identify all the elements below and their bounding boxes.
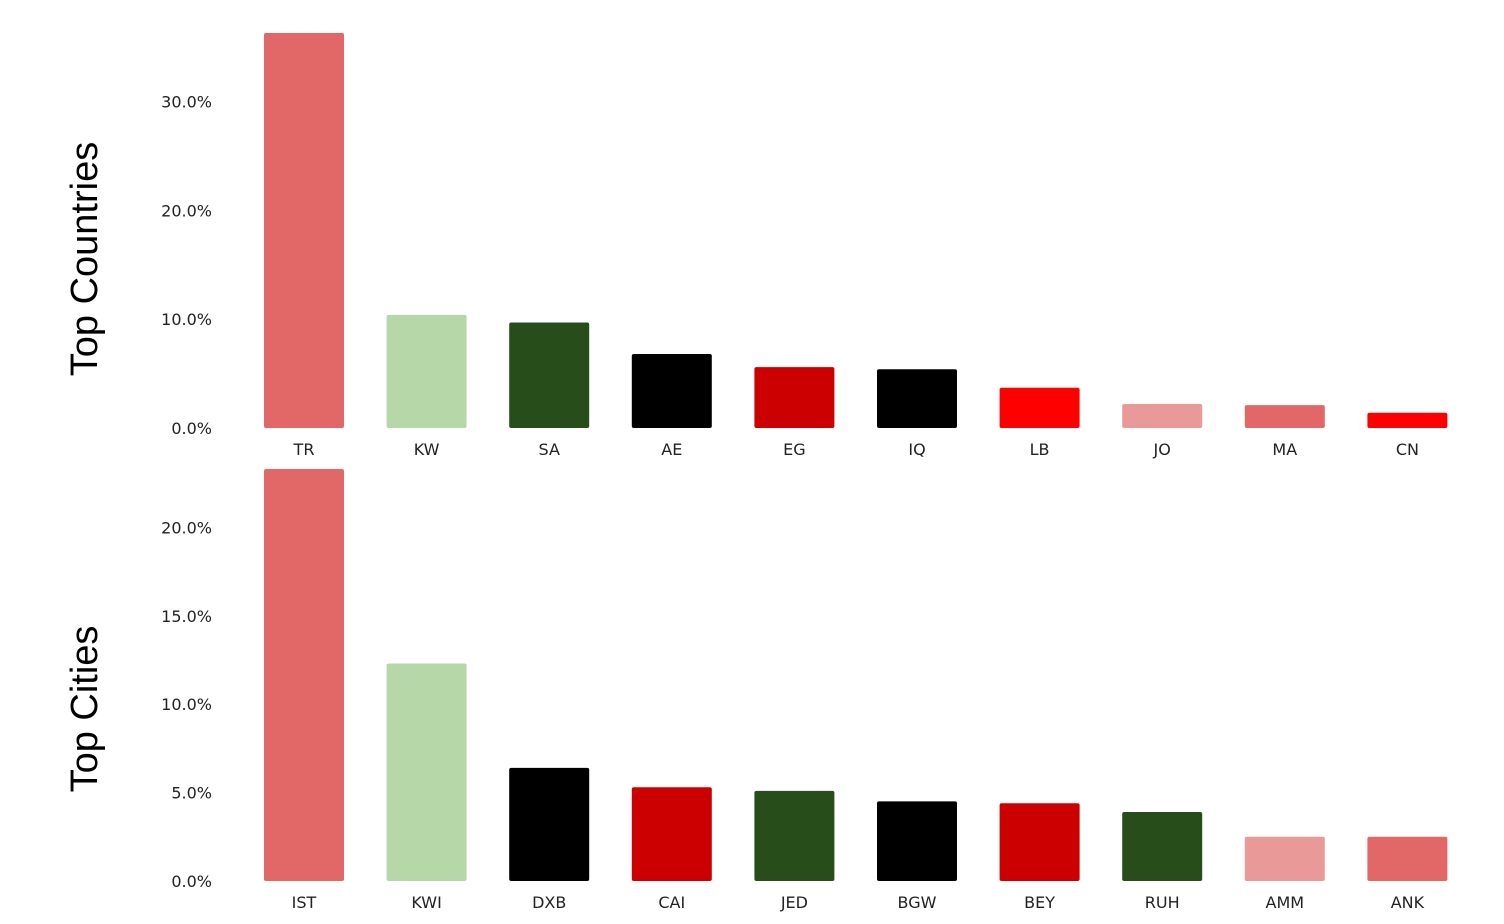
bar-bey: [999, 803, 1080, 881]
bar-jed: [754, 790, 835, 881]
bar-eg: [754, 367, 835, 428]
bar-sa: [509, 322, 590, 428]
x-category-label: BEY: [1024, 893, 1055, 912]
y-tick-label: 10.0%: [161, 310, 212, 329]
row-label: Top Countries: [64, 142, 106, 376]
x-category-label: SA: [538, 440, 559, 459]
x-category-label: BGW: [898, 893, 937, 912]
x-category-label: JED: [780, 893, 808, 912]
bar-cn: [1367, 412, 1448, 428]
bar-ruh: [1122, 812, 1203, 881]
y-tick-label: 5.0%: [171, 784, 212, 803]
y-tick-label: 20.0%: [161, 518, 212, 537]
x-category-label: KW: [414, 440, 440, 459]
x-category-label: AE: [661, 440, 682, 459]
bar-bgw: [877, 801, 957, 881]
cities-panel: Top Cities 0.0% 5.0% 10.0% 15.0% 20.0% IST KWI D…: [64, 469, 1448, 912]
row-label: Top Cities: [64, 626, 106, 793]
bar-ae: [631, 354, 712, 428]
y-tick-label: 20.0%: [161, 201, 212, 220]
x-category-label: CN: [1396, 440, 1419, 459]
x-category-label: IST: [292, 893, 317, 912]
bar-iq: [877, 369, 957, 428]
bar-lb: [999, 387, 1080, 428]
x-category-label: AMM: [1266, 893, 1305, 912]
x-category-label: DXB: [532, 893, 566, 912]
x-category-label: RUH: [1145, 893, 1180, 912]
y-tick-label: 15.0%: [161, 607, 212, 626]
x-category-label: JO: [1153, 440, 1171, 459]
bar-jo: [1122, 404, 1203, 428]
y-tick-label: 30.0%: [161, 93, 212, 112]
x-category-label: TR: [293, 440, 315, 459]
x-category-label: KWI: [411, 893, 441, 912]
x-category-label: LB: [1030, 440, 1050, 459]
bar-ma: [1244, 405, 1325, 428]
bar-amm: [1244, 836, 1325, 881]
x-category-label: IQ: [908, 440, 925, 459]
bar-tr: [264, 33, 344, 428]
bar-kw: [386, 314, 467, 428]
x-category-label: CAI: [658, 893, 685, 912]
bar-kwi: [386, 663, 467, 881]
countries-panel: Top Countries 0.0% 10.0% 20.0% 30.0% TR KW SA AE…: [64, 33, 1448, 459]
y-tick-label: 10.0%: [161, 695, 212, 714]
y-tick-label: 0.0%: [171, 419, 212, 438]
bar-dxb: [509, 767, 590, 881]
bar-ist: [264, 469, 344, 881]
bar-ank: [1367, 836, 1448, 881]
x-category-label: ANK: [1391, 893, 1425, 912]
bar-cai: [631, 787, 712, 881]
x-category-label: EG: [783, 440, 806, 459]
x-category-label: MA: [1272, 440, 1297, 459]
y-tick-label: 0.0%: [171, 872, 212, 891]
